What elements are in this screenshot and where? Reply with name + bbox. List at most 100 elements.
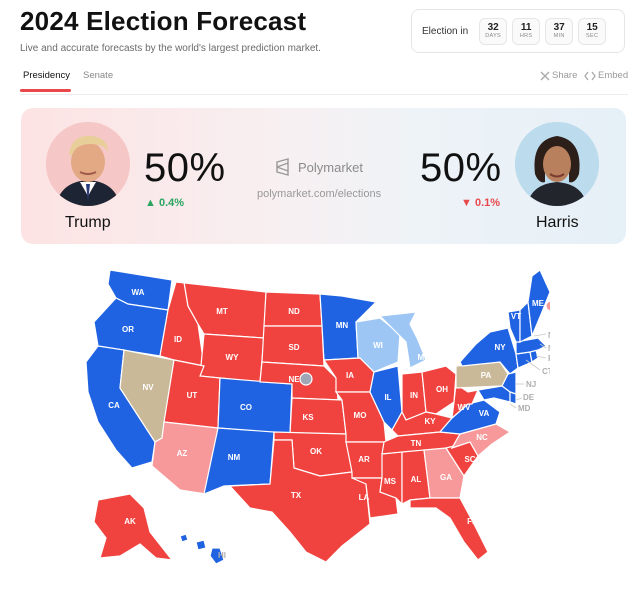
label-de: DE xyxy=(523,393,535,402)
label-wi: WI xyxy=(373,341,383,350)
state-shapes xyxy=(85,269,551,565)
me-district-marker[interactable] xyxy=(545,300,557,312)
label-ca: CA xyxy=(108,401,120,410)
label-sd: SD xyxy=(288,343,299,352)
label-al: AL xyxy=(411,475,422,484)
label-md: MD xyxy=(518,404,531,413)
active-tab-indicator xyxy=(20,89,71,92)
label-nc: NC xyxy=(476,433,488,442)
page-subtitle: Live and accurate forecasts by the world… xyxy=(20,43,321,54)
trump-name: Trump xyxy=(65,214,111,231)
state-vt[interactable] xyxy=(507,309,521,343)
label-ky: KY xyxy=(424,417,436,426)
brand-url: polymarket.com/elections xyxy=(257,188,382,200)
countdown-seconds: 15 SEC xyxy=(578,17,607,45)
label-mi: MI xyxy=(418,353,427,362)
trump-avatar xyxy=(46,122,130,206)
label-nv: NV xyxy=(142,383,154,392)
label-az: AZ xyxy=(177,449,188,458)
state-co[interactable] xyxy=(217,377,293,435)
label-or: OR xyxy=(122,325,134,334)
label-mn: MN xyxy=(336,321,349,330)
state-wv[interactable] xyxy=(451,382,480,420)
label-wa: WA xyxy=(132,288,145,297)
countdown-unit: MIN xyxy=(553,33,565,39)
label-in: IN xyxy=(410,391,418,400)
countdown-unit: DAYS xyxy=(485,33,502,39)
label-oh: OH xyxy=(436,385,448,394)
countdown-unit: HRS xyxy=(519,33,533,39)
state-ks[interactable] xyxy=(289,397,347,435)
trump-portrait-icon xyxy=(46,122,130,206)
countdown-value: 15 xyxy=(586,22,598,33)
label-la: LA xyxy=(359,493,370,502)
label-il: IL xyxy=(384,393,391,402)
close-x-icon xyxy=(540,71,550,80)
label-co: CO xyxy=(240,403,252,412)
state-labels: WA OR CA NV ID MT WY UT AZ CO NM ND SD N… xyxy=(108,288,544,526)
label-ks: KS xyxy=(302,413,314,422)
label-tn: TN xyxy=(411,439,422,448)
embed-button[interactable]: Embed xyxy=(584,70,628,81)
countdown-label: Election in xyxy=(422,25,469,37)
label-fl: FL xyxy=(467,517,477,526)
embed-label: Embed xyxy=(598,70,629,81)
label-ok: OK xyxy=(310,447,322,456)
trump-change: ▲ 0.4% xyxy=(145,197,184,209)
tab-presidency[interactable]: Presidency xyxy=(23,70,70,81)
harris-change: ▼ 0.1% xyxy=(461,197,500,209)
trump-change-value: 0.4% xyxy=(158,197,185,209)
label-hi: HI xyxy=(218,551,226,560)
state-mi[interactable] xyxy=(378,311,427,369)
label-nh: NH xyxy=(548,331,550,340)
label-wy: WY xyxy=(226,353,240,362)
down-triangle-icon: ▼ xyxy=(461,197,472,209)
countdown-value: 37 xyxy=(553,22,565,33)
state-tx[interactable] xyxy=(228,439,371,563)
label-ia: IA xyxy=(346,371,354,380)
polymarket-logo-icon xyxy=(276,158,289,176)
label-ri: RI xyxy=(548,354,550,363)
share-label: Share xyxy=(552,70,578,81)
page-title: 2024 Election Forecast xyxy=(20,6,307,36)
label-pa: PA xyxy=(481,371,492,380)
countdown-minutes: 37 MIN xyxy=(545,17,574,45)
countdown-value: 32 xyxy=(487,22,499,33)
label-ar: AR xyxy=(358,455,370,464)
label-ut: UT xyxy=(187,391,198,400)
label-mo: MO xyxy=(354,411,367,420)
state-md[interactable] xyxy=(477,385,511,403)
label-ak: AK xyxy=(124,517,136,526)
label-mt: MT xyxy=(216,307,228,316)
state-ma[interactable] xyxy=(515,337,548,355)
countdown-days: 32 DAYS xyxy=(479,17,508,45)
state-ak[interactable] xyxy=(93,493,174,561)
label-sc: SC xyxy=(464,455,475,464)
state-wi[interactable] xyxy=(355,317,401,373)
harris-portrait-icon xyxy=(515,122,599,206)
label-nd: ND xyxy=(288,307,300,316)
state-hi[interactable] xyxy=(179,533,225,565)
label-va: VA xyxy=(479,409,490,418)
label-ne: NE xyxy=(288,375,300,384)
label-me: ME xyxy=(532,299,545,308)
label-tx: TX xyxy=(291,491,302,500)
trump-percentage: 50% xyxy=(144,146,226,190)
state-ct[interactable] xyxy=(515,351,533,369)
harris-percentage: 50% xyxy=(420,146,502,190)
harris-change-value: 0.1% xyxy=(474,197,501,209)
label-ms: MS xyxy=(384,477,397,486)
code-icon xyxy=(584,71,596,80)
label-ma: MA xyxy=(548,344,550,353)
share-button[interactable]: Share xyxy=(540,70,577,81)
label-id: ID xyxy=(174,335,182,344)
label-ga: GA xyxy=(440,473,452,482)
brand-name: Polymarket xyxy=(298,159,364,175)
label-nj: NJ xyxy=(526,380,536,389)
state-fl[interactable] xyxy=(409,497,489,561)
ne-district-marker[interactable] xyxy=(299,372,313,386)
state-de[interactable] xyxy=(509,391,517,405)
harris-name: Harris xyxy=(536,214,579,231)
label-ct: CT xyxy=(542,367,550,376)
tab-senate[interactable]: Senate xyxy=(83,70,114,81)
